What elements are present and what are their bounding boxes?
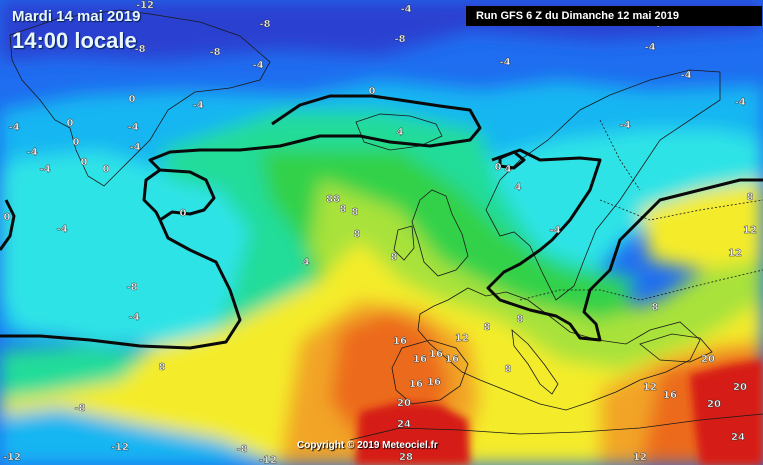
isotherm-label: -8: [209, 47, 220, 58]
isotherm-label: 8: [159, 362, 166, 373]
isotherm-label: 88: [326, 194, 340, 205]
isotherm-label: -4: [252, 60, 263, 71]
isotherm-label: 12: [643, 382, 657, 393]
isotherm-label: 0: [369, 86, 376, 97]
isotherm-label: -8: [236, 444, 247, 455]
isotherm-label: -4: [499, 57, 510, 68]
isotherm-label: -4: [8, 122, 19, 133]
field-red-east: [690, 360, 763, 465]
isotherm-label: 4: [397, 127, 404, 138]
isotherm-label: 16: [427, 377, 441, 388]
isotherm-label: -8: [259, 19, 270, 30]
isotherm-label: -4: [26, 147, 37, 158]
isotherm-label: 16: [429, 349, 443, 360]
isotherm-label: -4: [680, 70, 691, 81]
field-cyan: [0, 150, 300, 345]
isotherm-label: -4: [644, 42, 655, 53]
coast-ireland: [393, 225, 415, 261]
isotherm-label: -4: [400, 4, 411, 15]
isotherm-label: 8: [484, 322, 491, 333]
isotherm-label: 12: [455, 333, 469, 344]
model-run-banner: Run GFS 6 Z du Dimanche 12 mai 2019: [466, 6, 762, 26]
isotherm-label: 8: [340, 204, 347, 215]
copyright-notice: Copyright © 2019 Meteociel.fr: [297, 440, 438, 451]
isotherm-label: 28: [399, 452, 413, 463]
isotherm-label: 0: [73, 137, 80, 148]
coast-scandinavia: [485, 69, 721, 301]
isotherm-label: -12: [111, 442, 129, 453]
isotherm-label: 8: [354, 229, 361, 240]
zero-contour-greenland-loop: [142, 168, 162, 221]
isotherm-label: -8: [74, 403, 85, 414]
isotherm-label: 0: [67, 118, 74, 129]
isotherm-label: 4: [515, 182, 522, 193]
isotherm-label: -8: [126, 282, 137, 293]
coast-greenland: [9, 9, 271, 187]
isotherm-label: -4: [39, 164, 50, 175]
zero-contour-west-edge: [0, 199, 16, 251]
isotherm-label: -12: [259, 455, 277, 465]
coast-iberia: [391, 339, 469, 405]
isotherm-label: -4: [128, 312, 139, 323]
zero-contour-small-loop: [498, 150, 526, 170]
isotherm-label: -4: [56, 224, 67, 235]
isotherm-label: 8: [652, 302, 659, 313]
isotherm-label: 0: [495, 162, 502, 173]
isotherm-label: -4: [619, 120, 630, 131]
isotherm-label: 8: [517, 314, 524, 325]
isotherm-label: 16: [413, 354, 427, 365]
isotherm-label: -4: [192, 100, 203, 111]
coast-britain: [411, 189, 469, 277]
isotherm-label: 8: [391, 252, 398, 263]
isotherm-label: 20: [707, 399, 721, 410]
isotherm-label: -4: [734, 97, 745, 108]
coast-italy: [511, 329, 559, 395]
isotherm-label: 16: [409, 379, 423, 390]
isotherm-labels: -12-8-4-8-4-8-8-4-4-4-4-40-40-40-44-4-40…: [3, 0, 757, 465]
isotherm-label: 24: [731, 432, 745, 443]
isotherm-label: 20: [733, 382, 747, 393]
isotherm-label: 0: [103, 164, 110, 175]
isotherm-label: 8: [352, 207, 359, 218]
isotherm-label: 0: [4, 212, 11, 223]
isotherm-label: 16: [393, 336, 407, 347]
isotherm-label: -8: [134, 44, 145, 55]
isotherm-label: 8: [505, 364, 512, 375]
zero-isotherm-contour: [0, 94, 763, 350]
isotherm-label: 24: [397, 419, 411, 430]
isotherm-label: 12: [633, 452, 647, 463]
field-red-west: [355, 402, 470, 465]
forecast-date-label: Mardi 14 mai 2019: [12, 8, 141, 25]
zero-contour-scandinavia: [486, 148, 763, 342]
coastlines: [9, 9, 763, 441]
isotherm-label: 0: [129, 94, 136, 105]
isotherm-label: 8: [747, 192, 754, 203]
isotherm-label: -8: [394, 34, 405, 45]
field-yellow-green: [310, 180, 763, 400]
isotherm-label: 20: [701, 354, 715, 365]
isotherm-label: 20: [397, 398, 411, 409]
forecast-time-label: 14:00 locale: [12, 28, 137, 53]
isotherm-label: 12: [728, 248, 742, 259]
isotherm-label: -4: [549, 225, 560, 236]
isotherm-label: -4: [129, 142, 140, 153]
isotherm-label: 0: [180, 208, 187, 219]
isotherm-label: -12: [136, 0, 154, 11]
isotherm-label: -12: [3, 452, 21, 463]
coast-africa: [349, 413, 763, 441]
isotherm-label: 0: [81, 157, 88, 168]
isotherm-label: 4: [303, 257, 310, 268]
isotherm-label: -4: [127, 122, 138, 133]
isotherm-label: 16: [445, 354, 459, 365]
coast-iceland: [355, 113, 443, 151]
isotherm-label: 12: [743, 225, 757, 236]
isotherm-label: 4: [505, 164, 512, 175]
isotherm-label: 16: [663, 390, 677, 401]
coast-blacksea: [639, 333, 713, 363]
